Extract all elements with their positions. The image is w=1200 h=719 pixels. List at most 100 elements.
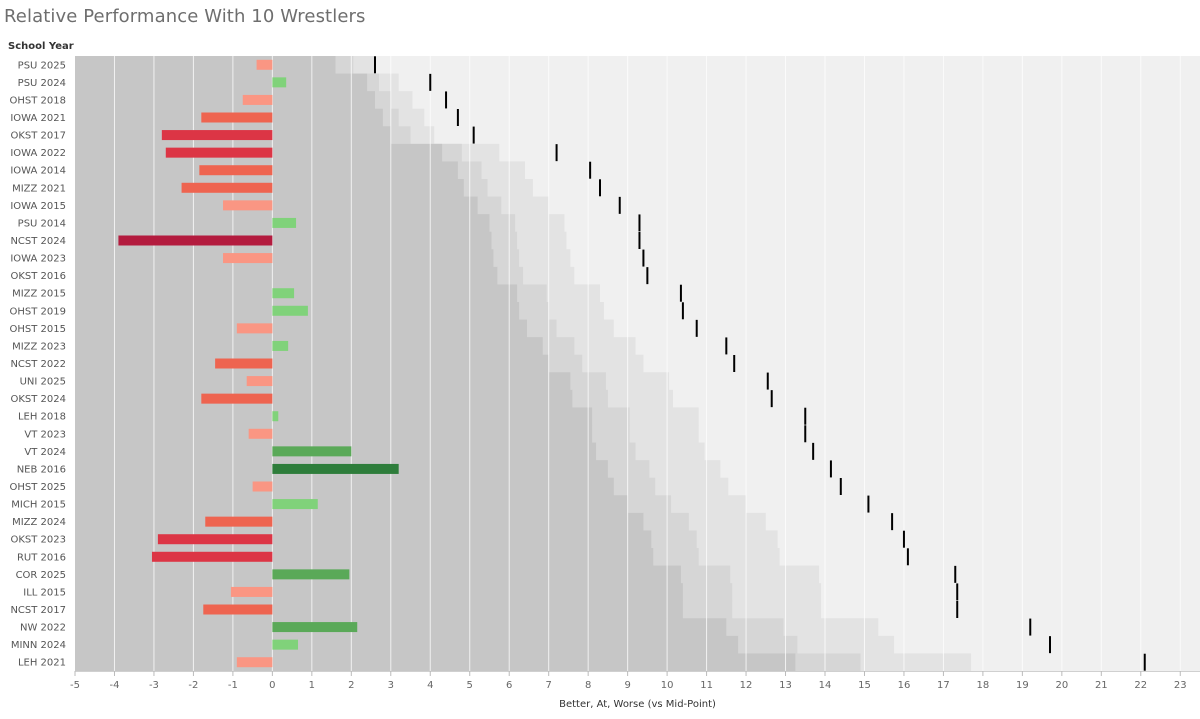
bar <box>201 393 273 404</box>
bar <box>118 235 273 246</box>
category-label: PSU 2025 <box>18 60 66 71</box>
category-label: UNI 2025 <box>20 377 66 388</box>
x-tick-label: 21 <box>1095 680 1108 691</box>
category-label: LEH 2021 <box>18 658 66 669</box>
band-dark <box>75 583 683 602</box>
category-label: PSU 2014 <box>18 218 66 229</box>
bar <box>272 639 299 650</box>
band-dark <box>75 196 478 215</box>
category-label: COR 2025 <box>16 570 66 581</box>
x-tick-label: 4 <box>427 680 433 691</box>
bar <box>246 376 273 387</box>
bar <box>161 130 273 141</box>
category-label: ILL 2015 <box>23 587 66 598</box>
x-tick-label: 7 <box>545 680 551 691</box>
category-label: OHST 2015 <box>10 324 66 335</box>
category-label: RUT 2016 <box>17 552 66 563</box>
category-label: IOWA 2021 <box>10 113 66 124</box>
row-header: School Year <box>8 41 74 52</box>
bar <box>165 147 273 158</box>
bar <box>157 534 273 545</box>
bar <box>248 428 273 439</box>
category-label: MIZZ 2015 <box>12 289 66 300</box>
category-label: OHST 2019 <box>10 306 66 317</box>
category-label: NCST 2022 <box>10 359 66 370</box>
band-dark <box>75 91 375 110</box>
category-label: IOWA 2022 <box>10 148 66 159</box>
category-label: NCST 2017 <box>10 605 66 616</box>
bar <box>151 551 273 562</box>
x-tick-label: 12 <box>740 680 753 691</box>
category-label: VT 2023 <box>24 429 66 440</box>
bar <box>230 586 273 597</box>
bar <box>272 288 295 299</box>
x-tick-label: 17 <box>937 680 950 691</box>
bar <box>252 481 273 492</box>
x-tick-label: 8 <box>585 680 591 691</box>
x-tick-label: 14 <box>819 680 832 691</box>
category-label: OKST 2017 <box>10 131 66 142</box>
x-tick-label: -2 <box>188 680 198 691</box>
category-label: NW 2022 <box>20 623 66 634</box>
category-label: MIZZ 2023 <box>12 341 66 352</box>
category-label: OKST 2024 <box>10 394 66 405</box>
x-tick-label: 2 <box>348 680 354 691</box>
band-dark <box>75 389 573 409</box>
chart-title: Relative Performance With 10 Wrestlers <box>4 6 366 27</box>
x-tick-label: -4 <box>109 680 119 691</box>
bar <box>272 340 289 351</box>
x-tick-label: 10 <box>661 680 674 691</box>
bar <box>272 77 287 88</box>
x-tick-label: 19 <box>1016 680 1029 691</box>
band-dark <box>75 618 727 637</box>
x-tick-label: -5 <box>70 680 80 691</box>
band-dark <box>75 425 593 444</box>
band-dark <box>75 477 614 496</box>
category-label: NEB 2016 <box>17 464 66 475</box>
bar <box>242 94 273 105</box>
bar <box>272 305 308 316</box>
category-label: OKST 2016 <box>10 271 66 282</box>
band-dark <box>75 73 368 92</box>
category-label: MINN 2024 <box>11 640 66 651</box>
band-dark <box>75 249 494 268</box>
x-tick-label: 6 <box>506 680 512 691</box>
x-tick-label: 22 <box>1134 680 1147 691</box>
category-label: MICH 2015 <box>11 500 66 511</box>
x-tick-label: 0 <box>269 680 275 691</box>
band-dark <box>75 653 796 672</box>
category-label: IOWA 2015 <box>10 201 66 212</box>
bar <box>223 253 273 264</box>
bar <box>272 463 399 474</box>
category-label: MIZZ 2021 <box>12 183 66 194</box>
band-dark <box>75 565 681 584</box>
band-dark <box>75 407 593 426</box>
bar <box>201 112 273 123</box>
category-label: IOWA 2014 <box>10 166 66 177</box>
bar <box>256 59 273 70</box>
category-label: PSU 2024 <box>18 78 66 89</box>
bar <box>223 200 273 211</box>
bar <box>181 182 273 193</box>
band-dark <box>75 284 518 303</box>
bar <box>272 569 350 580</box>
band-dark <box>75 319 527 338</box>
bar <box>205 516 273 527</box>
band-dark <box>75 337 543 356</box>
band-dark <box>75 635 739 655</box>
category-label: LEH 2018 <box>18 412 66 423</box>
x-tick-label: 9 <box>624 680 630 691</box>
bar <box>272 411 279 422</box>
x-tick-label: 1 <box>309 680 315 691</box>
bar <box>215 358 273 369</box>
x-tick-label: -1 <box>228 680 238 691</box>
band-dark <box>75 266 498 286</box>
x-axis-label: Better, At, Worse (vs Mid-Point) <box>559 699 716 710</box>
x-tick-label: 13 <box>779 680 792 691</box>
category-label: VT 2024 <box>24 447 66 458</box>
x-tick-label: 23 <box>1174 680 1187 691</box>
x-tick-label: 5 <box>467 680 473 691</box>
bar <box>272 446 352 457</box>
category-label: OKST 2023 <box>10 535 66 546</box>
